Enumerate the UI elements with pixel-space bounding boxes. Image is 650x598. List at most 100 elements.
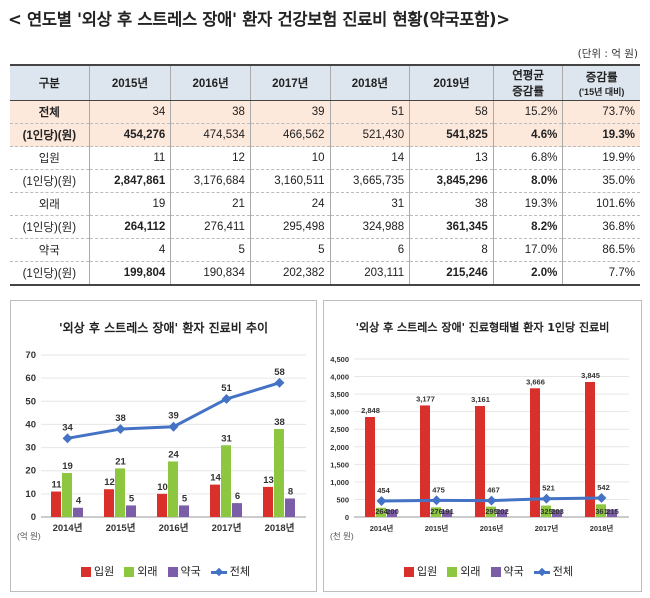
table-cell: 38 [409,192,494,216]
data-label: 4 [76,496,82,507]
col-header: 2016년 [170,64,251,101]
legend-item-pharmacy: 약국 [490,563,524,579]
table-cell: 10 [249,146,331,170]
bar-outpatient [62,473,72,517]
x-tick-label: 2015년 [106,522,136,534]
data-label: 200 [386,507,399,516]
y-tick-label: 4,000 [330,373,349,382]
table-cell: 11 [88,146,171,170]
data-label: 202 [496,507,509,516]
chart-panel-percapita: '외상 후 스트레스 장애' 진료형태별 환자 1인당 진료비 0 500 1,00… [323,300,642,592]
data-label: 521 [542,484,555,493]
col-header-line2: 증감률 [512,86,544,98]
table-cell: 38 [170,100,251,124]
row-label: 약국 [10,238,90,262]
y-tick-label: 70 [25,350,36,361]
table-cell: 6 [329,238,410,262]
y-tick-label: 20 [25,466,36,477]
chart-title: '외상 후 스트레스 장애' 진료형태별 환자 1인당 진료비 [355,321,610,334]
col-header: 구분 [10,64,90,101]
x-tick-label: 2017년 [535,523,559,533]
data-label: 361 [595,507,608,516]
table-cell: 5 [170,238,251,262]
table-row: 외래 19 21 24 31 38 19.3% 101.6% [10,192,640,216]
bar-pharmacy [387,509,397,517]
bar-inpatient [210,484,220,517]
chart-title: '외상 후 스트레스 장애' 환자 진료비 추이 [58,321,269,335]
bar-outpatient [221,445,231,517]
row-label: (1인당)(원) [10,215,90,239]
y-tick-label: 2,500 [330,425,349,434]
y-tick-label: 2,000 [330,443,349,452]
y-tick-label: 1,500 [330,460,349,469]
page-title: < 연도별 '외상 후 스트레스 장애' 환자 건강보험 진료비 현황(약국포함… [8,10,510,29]
bar-pharmacy [607,509,617,517]
data-label: 58 [274,367,285,378]
row-label: (1인당)(원) [10,123,90,147]
y-tick-label: 30 [25,443,36,454]
table-cell: 36.8% [562,215,640,239]
data-label: 467 [487,486,500,495]
data-label: 6 [235,491,240,502]
data-label: 2,848 [361,406,380,415]
data-label: 5 [182,493,188,504]
table-cell: 58 [409,100,494,124]
data-label: 215 [606,507,619,516]
legend-item-inpatient: 입원 [81,563,114,579]
data-label: 38 [274,417,285,428]
data-label: 51 [221,383,232,394]
bar-inpatient [585,381,595,517]
data-label: 203 [551,507,564,516]
table-cell: 4 [88,238,171,262]
point-total [115,424,126,435]
table-cell: 276,411 [170,215,251,239]
bar-outpatient [486,506,496,517]
bar-outpatient [274,429,284,517]
bar-pharmacy [497,509,507,517]
legend-item-inpatient: 입원 [404,563,437,579]
table-cell: 190,834 [170,261,251,286]
bar-inpatient [365,417,375,517]
data-label: 14 [210,473,221,484]
point-total [376,496,387,507]
x-tick-label: 2016년 [480,523,504,533]
y-tick-label: 500 [336,495,349,504]
bar-pharmacy [232,503,242,517]
bar-outpatient [115,468,125,517]
table-cell: 2.0% [492,261,563,286]
bar-pharmacy [285,498,295,517]
data-label: 3,177 [416,394,435,403]
table-row: 전체 34 38 39 51 58 15.2% 73.7% [10,100,640,124]
point-total [221,394,232,404]
table-cell: 8.0% [492,169,563,193]
table-cell: 86.5% [562,238,640,262]
table-cell: 101.6% [562,192,640,216]
table-cell: 474,534 [170,123,251,147]
point-total [168,421,179,432]
col-header-line1: 연평균 [512,70,544,82]
table-cell: 521,430 [329,123,410,147]
data-label: 21 [115,456,126,467]
table-cell: 3,176,684 [170,169,251,193]
col-header: 2019년 [409,64,494,101]
bar-pharmacy [73,507,83,517]
table-row: (1인당)(원) 199,804 190,834 202,382 203,111 215,… [10,261,640,286]
table-row: 입원 11 12 10 14 13 6.8% 19.9% [10,146,640,170]
data-label: 19 [62,461,73,472]
data-label: 12 [104,477,115,488]
y-tick-label: 50 [25,396,36,407]
bar-pharmacy [126,505,136,517]
data-label: 11 [51,480,62,491]
table-row: (1인당)(원) 2,847,861 3,176,684 3,160,511 3,665… [10,169,640,193]
point-total [596,493,607,503]
legend-item-outpatient: 외래 [124,563,158,579]
bar-inpatient [530,388,540,517]
col-header-line1: 증감률 [585,71,618,84]
table-cell: 215,246 [409,261,494,286]
data-label: 24 [168,449,179,460]
data-label: 3,845 [581,371,600,380]
x-tick-label: 2018년 [590,523,614,533]
data-label: 8 [288,486,293,497]
table-cell: 7.7% [562,261,640,286]
